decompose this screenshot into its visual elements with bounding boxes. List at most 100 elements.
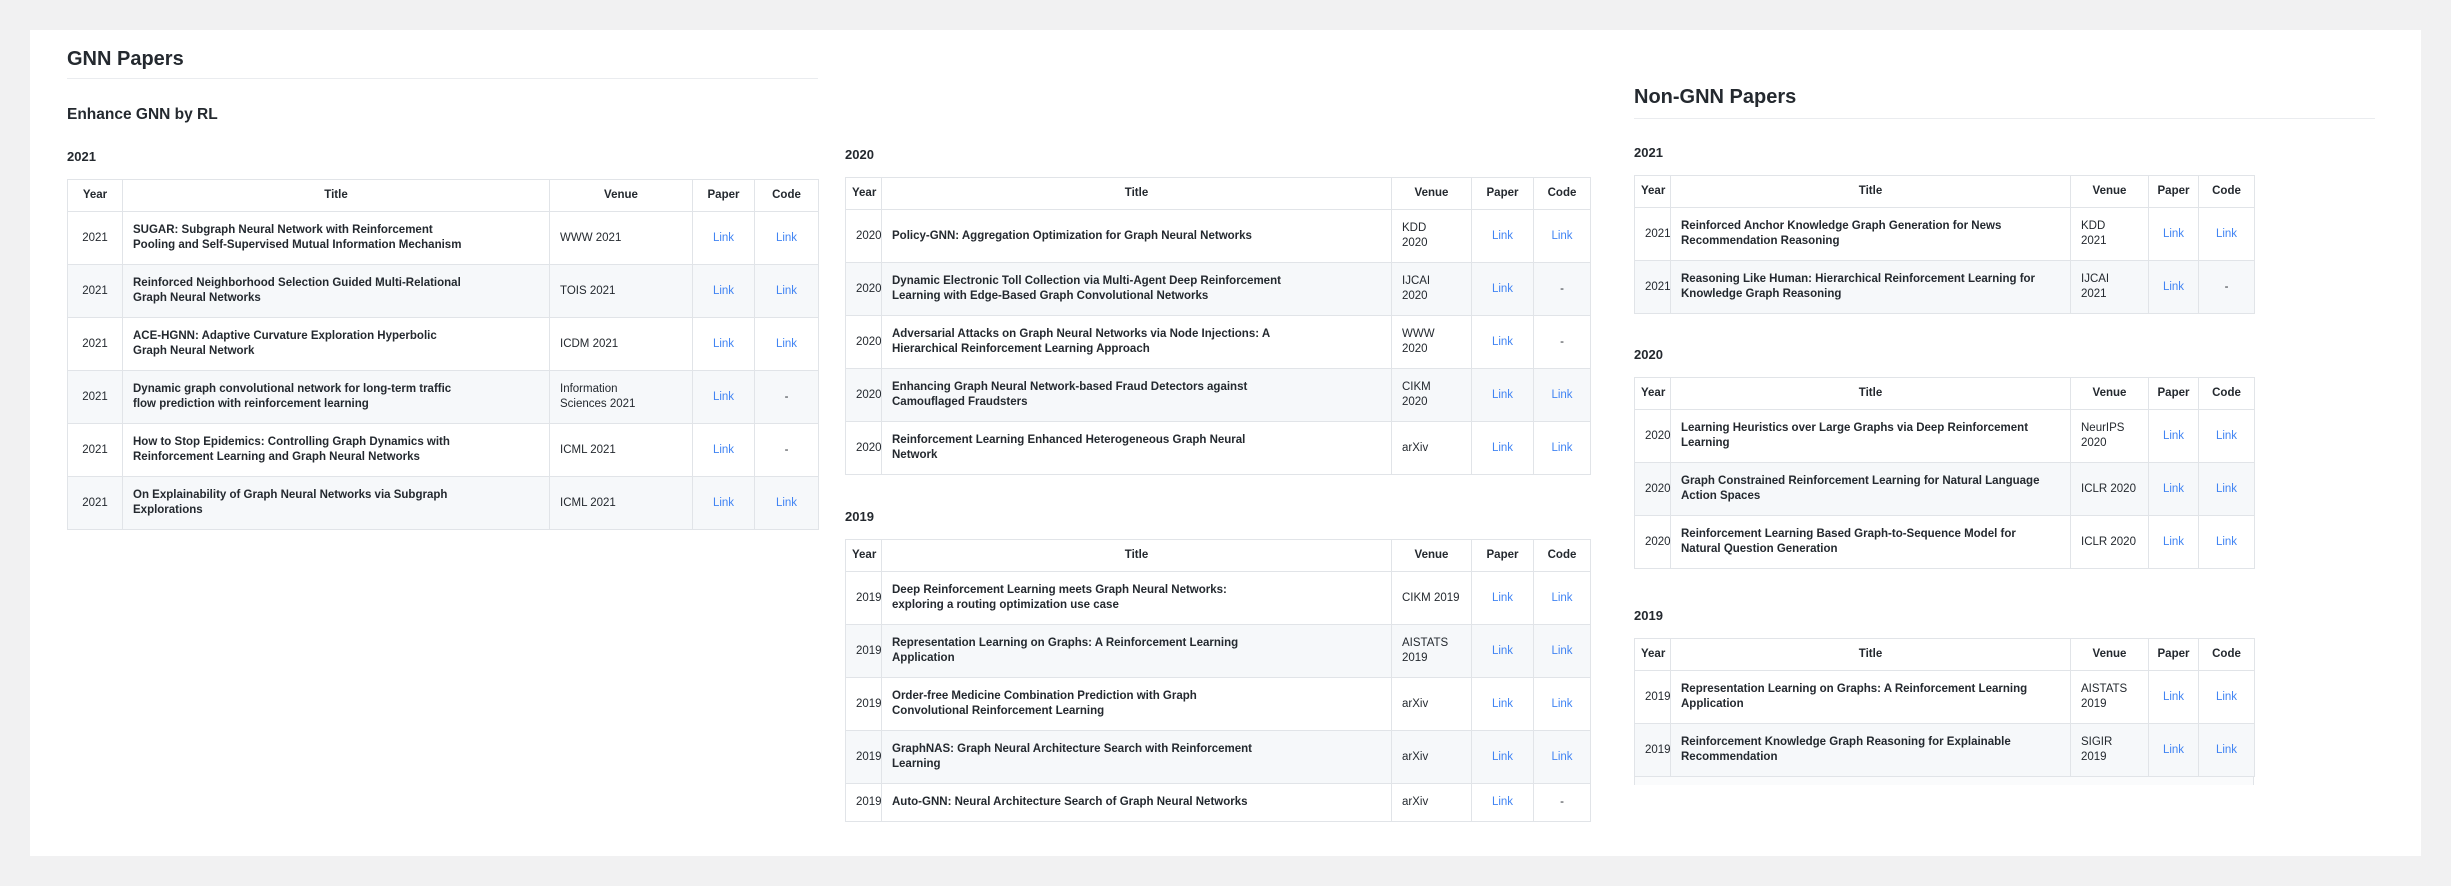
year-cell: 2021: [1634, 260, 1671, 314]
paper-link-cell: Link: [1471, 315, 1534, 369]
code-link[interactable]: Link: [1551, 441, 1573, 454]
paper-link-cell: Link: [2148, 462, 2199, 516]
column-header-year: Year: [1634, 638, 1671, 671]
column-header-title: Title: [1670, 638, 2071, 671]
column-header-title: Title: [881, 177, 1392, 210]
paper-link[interactable]: Link: [1491, 697, 1514, 710]
paper-link[interactable]: Link: [1491, 796, 1514, 808]
paper-link[interactable]: Link: [2162, 690, 2185, 703]
column-header-venue: Venue: [1391, 177, 1472, 210]
year-cell: 2020: [845, 209, 882, 263]
year-heading: 2021: [67, 149, 96, 164]
paper-link[interactable]: Link: [2162, 280, 2185, 293]
paper-link[interactable]: Link: [2162, 482, 2185, 495]
code-link[interactable]: Link: [2215, 743, 2238, 756]
code-link[interactable]: Link: [775, 496, 798, 509]
column-header-code: Code: [1533, 177, 1591, 210]
paper-row: 2019 Representation Learning on Graphs: A…: [1634, 670, 2255, 724]
paper-link[interactable]: Link: [2162, 227, 2185, 240]
paper-link[interactable]: Link: [1491, 282, 1514, 295]
papers-table: Year Title Venue Paper Code 2019 Deep Reinforc…: [845, 539, 1591, 822]
code-link[interactable]: Link: [775, 231, 798, 244]
header-row: Year Title Venue Paper Code: [1634, 638, 2255, 671]
no-code-dash: -: [1560, 796, 1564, 808]
year-cell: 2019: [1634, 670, 1671, 724]
column-header-paper: Paper: [2148, 377, 2199, 410]
paper-link[interactable]: Link: [2162, 429, 2185, 442]
paper-title-cell: Learning Heuristics over Large Graphs vi…: [1670, 409, 2071, 463]
column-header-venue: Venue: [549, 179, 693, 212]
paper-link[interactable]: Link: [1491, 229, 1514, 242]
paper-link[interactable]: Link: [712, 284, 735, 297]
paper-title-cell: Order-free Medicine Combination Predicti…: [881, 677, 1392, 731]
column-header-paper: Paper: [2148, 638, 2199, 671]
paper-link[interactable]: Link: [712, 443, 735, 456]
paper-link[interactable]: Link: [712, 390, 735, 403]
clipped-partial-row: [1634, 777, 2254, 785]
no-code-dash: -: [784, 443, 789, 456]
code-link[interactable]: Link: [2215, 429, 2238, 442]
code-link-cell: Link: [1533, 730, 1591, 784]
column-header-paper: Paper: [1471, 539, 1534, 572]
paper-link[interactable]: Link: [1491, 750, 1514, 763]
paper-link-cell: Link: [1471, 262, 1534, 316]
header-row: Year Title Venue Paper Code: [1634, 175, 2255, 208]
paper-link[interactable]: Link: [712, 337, 735, 350]
paper-link[interactable]: Link: [712, 496, 735, 509]
paper-title-cell: Deep Reinforcement Learning meets Graph …: [881, 571, 1392, 625]
year-cell: 2021: [67, 317, 123, 371]
venue-cell: arXiv: [1391, 677, 1472, 731]
paper-link-cell: Link: [1471, 624, 1534, 678]
papers-table: Year Title Venue Paper Code 2020 Policy-GNN: A…: [845, 177, 1591, 475]
no-code-dash: -: [1560, 282, 1564, 295]
paper-link-cell: Link: [692, 317, 755, 371]
code-link-cell: Link: [1533, 421, 1591, 475]
paper-title-cell: Reinforcement Knowledge Graph Reasoning …: [1670, 723, 2071, 777]
code-link[interactable]: Link: [2215, 535, 2238, 548]
year-cell: 2021: [67, 423, 123, 477]
code-link-cell: -: [1533, 262, 1591, 316]
paper-link[interactable]: Link: [1491, 388, 1514, 401]
paper-title-cell: Representation Learning on Graphs: A Rei…: [1670, 670, 2071, 724]
code-link[interactable]: Link: [1551, 388, 1573, 401]
code-link[interactable]: Link: [2215, 690, 2238, 703]
paper-link[interactable]: Link: [2162, 743, 2185, 756]
section-subtitle: Enhance GNN by RL: [67, 106, 218, 123]
paper-link[interactable]: Link: [1491, 441, 1514, 454]
year-cell: 2020: [1634, 515, 1671, 569]
paper-row: 2020 Reinforcement Learning Based Graph-t…: [1634, 515, 2255, 569]
code-link[interactable]: Link: [775, 284, 798, 297]
code-link-cell: Link: [2198, 515, 2255, 569]
column-header-title: Title: [881, 539, 1392, 572]
code-link[interactable]: Link: [1551, 644, 1573, 657]
papers-table: Year Title Venue Paper Code 2021 Reinforced An…: [1634, 175, 2255, 314]
header-row: Year Title Venue Paper Code: [67, 179, 819, 212]
code-link[interactable]: Link: [1551, 229, 1573, 242]
paper-link[interactable]: Link: [2162, 535, 2185, 548]
code-link[interactable]: Link: [1551, 697, 1573, 710]
code-link[interactable]: Link: [2215, 227, 2238, 240]
paper-link-cell: Link: [1471, 421, 1534, 475]
paper-title-cell: GraphNAS: Graph Neural Architecture Sear…: [881, 730, 1392, 784]
code-link-cell: Link: [1533, 571, 1591, 625]
paper-link[interactable]: Link: [712, 231, 735, 244]
paper-link[interactable]: Link: [1491, 644, 1514, 657]
code-link[interactable]: Link: [1551, 750, 1573, 763]
paper-title-cell: Policy-GNN: Aggregation Optimization for…: [881, 209, 1392, 263]
column-header-paper: Paper: [2148, 175, 2199, 208]
column-header-code: Code: [2198, 175, 2255, 208]
paper-link[interactable]: Link: [1491, 591, 1514, 604]
paper-link[interactable]: Link: [1491, 335, 1514, 348]
code-link-cell: Link: [2198, 409, 2255, 463]
code-link[interactable]: Link: [775, 337, 798, 350]
year-cell: 2021: [67, 370, 123, 424]
paper-title-cell: Adversarial Attacks on Graph Neural Netw…: [881, 315, 1392, 369]
year-heading: 2020: [1634, 347, 1663, 362]
paper-title-cell: Dynamic Electronic Toll Collection via M…: [881, 262, 1392, 316]
paper-row: 2021 Dynamic graph convolutional network …: [67, 370, 819, 424]
column-1: GNN Papers Enhance GNN by RL 2021 Year Title…: [67, 30, 819, 530]
code-link[interactable]: Link: [2215, 482, 2238, 495]
code-link[interactable]: Link: [1551, 591, 1573, 604]
code-link-cell: -: [754, 423, 819, 477]
